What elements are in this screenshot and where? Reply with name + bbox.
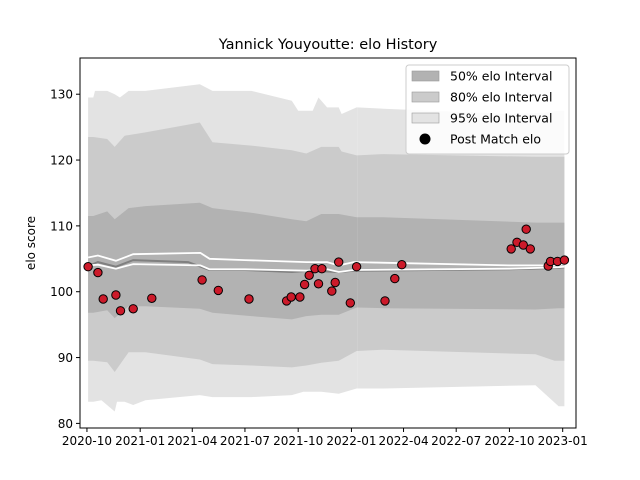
post-match-point bbox=[521, 224, 531, 234]
post-match-point bbox=[345, 298, 355, 308]
plot-area bbox=[83, 84, 570, 412]
legend-marker bbox=[419, 133, 431, 145]
y-tick-label: 130 bbox=[50, 88, 73, 102]
x-tick-label: 2021-10 bbox=[273, 434, 323, 448]
post-match-point bbox=[559, 255, 570, 265]
post-match-point bbox=[327, 286, 337, 296]
post-match-point bbox=[299, 279, 310, 290]
interval-bands bbox=[88, 84, 565, 412]
x-tick-label: 2021-01 bbox=[115, 434, 165, 448]
legend-label: 95% elo Interval bbox=[450, 111, 552, 126]
mean-lines bbox=[87, 251, 565, 274]
y-tick-label: 100 bbox=[50, 285, 73, 299]
post-match-point bbox=[93, 267, 103, 278]
y-tick-label: 90 bbox=[58, 351, 73, 365]
post-match-point bbox=[213, 285, 224, 296]
post-match-point bbox=[506, 244, 516, 254]
post-match-point bbox=[295, 292, 305, 302]
post-match-point bbox=[286, 292, 296, 302]
legend-box bbox=[405, 64, 570, 155]
post-match-point bbox=[304, 270, 314, 280]
post-match-point bbox=[525, 244, 535, 254]
post-match-point bbox=[397, 260, 407, 270]
legend-label: 50% elo Interval bbox=[450, 69, 552, 84]
x-tick-label: 2022-10 bbox=[484, 434, 534, 448]
post-match-point bbox=[147, 293, 157, 303]
legend-swatch bbox=[411, 91, 440, 103]
x-tick-label: 2022-04 bbox=[378, 434, 428, 448]
post-match-point bbox=[313, 279, 324, 289]
post-match-point bbox=[380, 296, 390, 306]
x-tick-label: 2022-07 bbox=[431, 434, 481, 448]
post-match-point bbox=[330, 277, 340, 288]
y-tick-label: 120 bbox=[50, 154, 73, 168]
y-axis: 80 90 100 110 120 130 bbox=[50, 88, 80, 431]
post-match-point bbox=[518, 240, 528, 250]
x-tick-label: 2022-01 bbox=[326, 434, 376, 448]
x-axis: 2020-10 2021-01 2021-04 2021-07 2021-10 2022-… bbox=[62, 428, 588, 448]
legend-swatch bbox=[411, 70, 440, 82]
post-match-point bbox=[317, 264, 327, 274]
future-band-50-elo-interval bbox=[357, 217, 565, 310]
x-tick-label: 2021-07 bbox=[220, 434, 270, 448]
post-match-point bbox=[83, 262, 93, 272]
y-axis-label: elo score bbox=[24, 216, 38, 270]
axes-frame bbox=[79, 57, 577, 429]
legend: 50% elo Interval 80% elo Interval 95% elo … bbox=[405, 64, 570, 155]
post-match-point bbox=[390, 273, 400, 284]
post-match-point bbox=[98, 294, 108, 304]
chart-title: Yannick Youyoutte: elo History bbox=[218, 37, 438, 53]
post-match-point bbox=[197, 275, 207, 285]
post-match-point bbox=[351, 262, 362, 272]
mean-lower-line bbox=[88, 263, 565, 273]
legend-label: Post Match elo bbox=[450, 132, 541, 147]
band-50-elo-interval bbox=[88, 202, 358, 320]
post-match-points bbox=[83, 224, 570, 316]
y-tick-label: 80 bbox=[58, 417, 73, 431]
mean-upper-line bbox=[87, 251, 565, 267]
post-match-point bbox=[115, 306, 126, 316]
legend-label: 80% elo Interval bbox=[450, 90, 552, 105]
post-match-point bbox=[244, 294, 254, 304]
legend-swatch bbox=[411, 112, 440, 124]
y-tick-label: 110 bbox=[50, 219, 73, 233]
x-tick-label: 2023-01 bbox=[538, 434, 588, 448]
x-tick-label: 2021-04 bbox=[167, 434, 217, 448]
post-match-point bbox=[334, 257, 344, 267]
post-match-point bbox=[111, 290, 121, 300]
x-tick-label: 2020-10 bbox=[62, 434, 112, 448]
post-match-point bbox=[128, 304, 138, 314]
